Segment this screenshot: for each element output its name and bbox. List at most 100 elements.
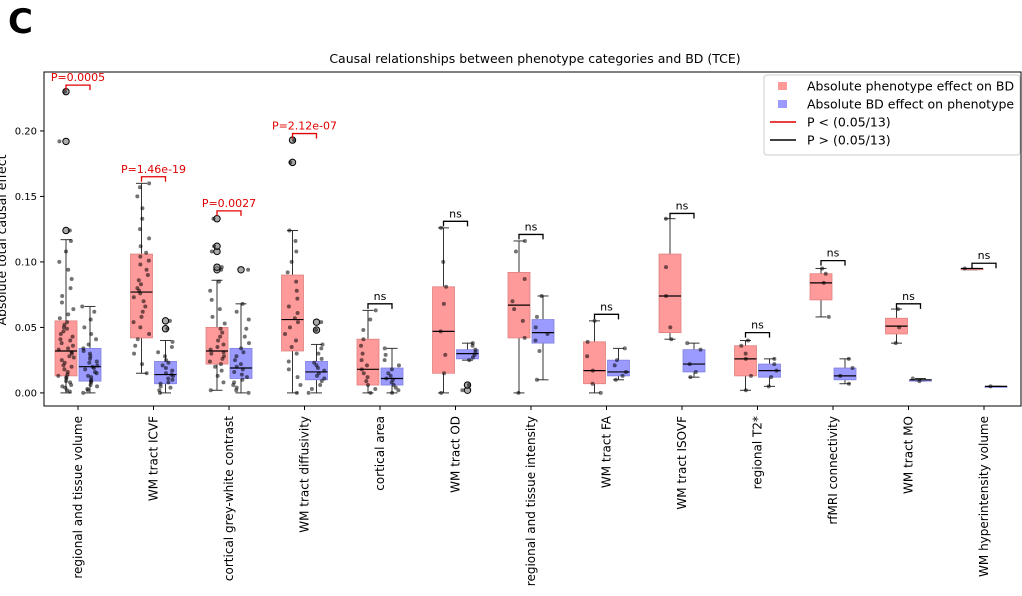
y-tick-label: 0.05	[15, 323, 37, 334]
x-tick-label: cortical area	[373, 416, 387, 491]
x-tick-label: WM tract ISOVF	[675, 416, 689, 510]
data-point	[383, 352, 388, 357]
box	[456, 349, 479, 360]
data-point	[361, 371, 366, 376]
data-point	[62, 322, 67, 327]
data-point	[71, 355, 76, 360]
data-point	[534, 377, 539, 382]
data-point	[166, 360, 171, 365]
data-point	[988, 384, 993, 389]
data-point	[668, 325, 673, 330]
data-point	[65, 320, 70, 325]
data-point	[312, 360, 317, 365]
data-point	[61, 329, 66, 334]
data-point	[147, 181, 152, 186]
data-point	[67, 228, 72, 233]
data-point	[140, 216, 145, 221]
data-point	[163, 371, 168, 376]
data-point	[66, 312, 71, 317]
data-point	[241, 350, 246, 355]
data-point	[62, 367, 67, 372]
data-point	[292, 138, 297, 143]
data-point	[234, 354, 239, 359]
data-point	[86, 373, 91, 378]
data-point	[160, 363, 165, 368]
data-point	[613, 377, 618, 382]
data-point	[221, 380, 226, 385]
data-point	[207, 359, 212, 364]
data-point	[766, 384, 771, 389]
data-point	[522, 335, 527, 340]
significance-label: ns	[676, 199, 689, 212]
data-point	[163, 366, 168, 371]
data-point	[592, 318, 597, 323]
data-point	[209, 297, 214, 302]
legend-label: P > (0.05/13)	[807, 133, 891, 148]
data-point	[288, 160, 293, 165]
data-point	[95, 363, 100, 368]
data-point	[135, 194, 140, 199]
significance-bracket	[744, 332, 771, 338]
data-point	[772, 362, 777, 367]
data-point	[139, 314, 144, 319]
data-point	[170, 377, 175, 382]
data-point	[823, 271, 828, 276]
outlier-point	[237, 266, 245, 274]
data-point	[319, 346, 324, 351]
data-point	[240, 367, 245, 372]
significance-bracket	[140, 176, 167, 182]
data-point	[439, 390, 444, 395]
data-point	[218, 326, 223, 331]
significance-bracket	[820, 259, 846, 266]
data-point	[534, 314, 539, 319]
data-point	[157, 388, 162, 393]
data-point	[89, 375, 94, 380]
data-point	[286, 304, 291, 309]
data-point	[94, 337, 99, 342]
data-point	[232, 380, 237, 385]
data-point	[520, 318, 525, 323]
outlier-point	[62, 137, 70, 146]
data-point	[68, 286, 73, 291]
data-point	[146, 258, 151, 263]
data-point	[743, 388, 748, 393]
data-point	[62, 89, 67, 94]
y-axis-label: Absolute total causal effect	[0, 154, 9, 325]
data-point	[373, 386, 378, 391]
data-point	[239, 346, 244, 351]
data-point	[443, 352, 448, 357]
data-point	[396, 363, 401, 368]
legend-label: Absolute phenotype effect on BD	[807, 79, 1014, 94]
data-point	[60, 384, 65, 389]
data-point	[287, 228, 292, 233]
data-point	[516, 390, 521, 395]
data-point	[137, 185, 142, 190]
data-point	[368, 317, 373, 322]
box	[682, 349, 706, 373]
y-tick-label: 0.20	[15, 126, 37, 137]
data-point	[614, 358, 619, 363]
data-point	[246, 267, 251, 272]
data-point	[145, 273, 150, 278]
x-tick-label: WM tract ICVF	[147, 416, 161, 501]
data-point	[144, 267, 149, 272]
box	[658, 253, 682, 334]
data-point	[59, 300, 64, 305]
data-point	[60, 293, 65, 298]
data-point	[83, 367, 88, 372]
data-point	[87, 360, 92, 365]
data-point	[292, 316, 297, 321]
data-point	[219, 368, 224, 373]
data-point	[219, 265, 224, 270]
data-point	[438, 225, 443, 230]
data-point	[164, 358, 169, 363]
data-point	[361, 337, 366, 342]
data-point	[167, 318, 172, 323]
data-point	[846, 381, 851, 386]
data-point	[286, 359, 291, 364]
data-point	[917, 379, 922, 384]
data-point	[622, 346, 627, 351]
x-tick-label: regional and tissue intensity	[524, 416, 538, 586]
significance-label: ns	[751, 319, 764, 332]
data-point	[170, 339, 175, 344]
